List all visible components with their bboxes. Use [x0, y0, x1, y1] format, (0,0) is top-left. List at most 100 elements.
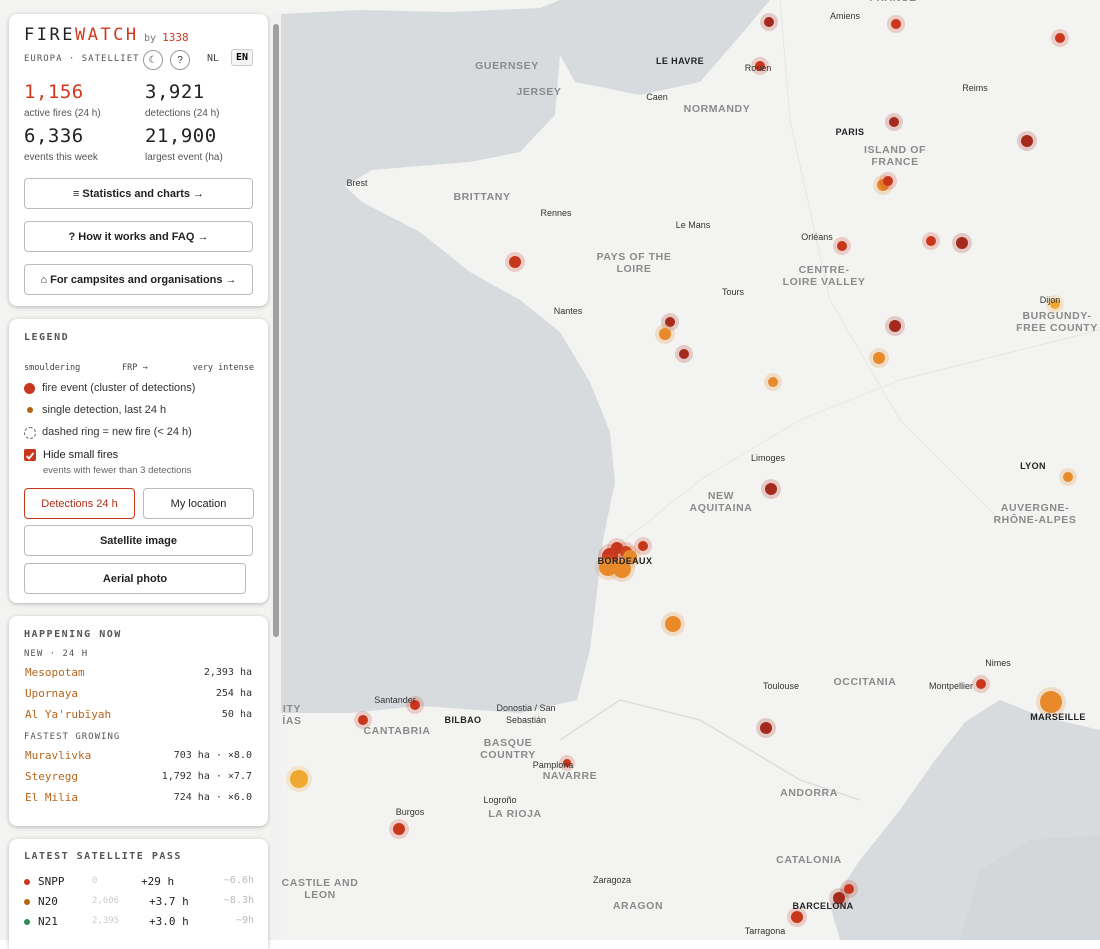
event-name[interactable]: Mesopotam [25, 666, 85, 679]
region-label: GUERNSEY [475, 60, 539, 72]
fire-marker[interactable] [889, 117, 899, 127]
region-label: BURGUNDY- FREE COUNTY [1016, 310, 1098, 334]
sat-next: ~8.3h [223, 895, 254, 906]
lang-button[interactable]: NL [207, 53, 220, 64]
mode-button[interactable]: My location [143, 488, 254, 519]
fire-marker[interactable] [623, 550, 637, 564]
happening-title: HAPPENING NOW [24, 629, 122, 640]
fire-marker[interactable] [891, 19, 901, 29]
fire-marker[interactable] [665, 616, 681, 632]
fire-marker[interactable] [764, 17, 774, 27]
fire-marker[interactable] [358, 715, 368, 725]
legend-symbol [24, 427, 36, 439]
fire-marker[interactable] [844, 884, 854, 894]
sat-name: N21 [38, 915, 58, 928]
event-value: 254 ha [215, 688, 252, 699]
sat-dot [24, 919, 30, 925]
layer-button[interactable]: Satellite image [24, 525, 253, 556]
brand-part: WATCH [74, 25, 139, 45]
fire-marker[interactable] [509, 256, 521, 268]
fire-marker[interactable] [926, 236, 936, 246]
sat-dot [24, 899, 30, 905]
fire-marker[interactable] [833, 892, 845, 904]
event-name[interactable]: Upornaya [25, 687, 78, 700]
roads [599, 0, 1100, 561]
fire-marker[interactable] [1055, 33, 1065, 43]
fire-marker[interactable] [290, 770, 308, 788]
layer-button[interactable]: Aerial photo [24, 563, 246, 594]
link-button[interactable]: ≡ Statistics and charts → [24, 178, 253, 209]
checkbox[interactable] [24, 449, 36, 461]
fire-marker[interactable] [1050, 299, 1060, 309]
fire-marker[interactable] [1040, 691, 1062, 713]
fire-marker[interactable] [393, 823, 405, 835]
fire-marker[interactable] [679, 349, 689, 359]
fire-marker[interactable] [563, 759, 571, 767]
fire-marker[interactable] [837, 241, 847, 251]
fire-marker[interactable] [976, 679, 986, 689]
border-line [559, 699, 861, 801]
legend-item: fire event (cluster of detections) [42, 382, 196, 394]
legend-item: single detection, last 24 h [42, 404, 167, 416]
region-label: OCCITANIA [833, 676, 897, 688]
sat-ago: +29 h [141, 875, 175, 888]
sat-count: 2,395 [92, 916, 120, 926]
link-button[interactable]: ? How it works and FAQ → [24, 221, 253, 252]
event-name[interactable]: El Milia [25, 791, 78, 804]
city-label: Tours [721, 287, 745, 297]
lang-button[interactable]: EN [231, 49, 254, 66]
fire-marker[interactable] [1063, 472, 1073, 482]
fire-marker[interactable] [883, 176, 893, 186]
brand: FIREWATCH [24, 25, 139, 45]
city-label: Amiens [829, 11, 861, 21]
sea-depth [960, 835, 1100, 940]
checkbox-label[interactable]: Hide small fires [43, 449, 119, 461]
city-label: BILBAO [444, 715, 482, 725]
event-name[interactable]: Muravlivka [25, 749, 92, 762]
region-label: ITY ÍAS [282, 703, 302, 727]
fire-marker[interactable] [755, 61, 765, 71]
fire-marker[interactable] [613, 560, 631, 578]
region-label: BASQUE COUNTRY [480, 737, 536, 761]
region-label: AUVERGNE- RHÔNE-ALPES [993, 502, 1077, 526]
city-label: Limoges [750, 453, 786, 463]
stat-label: detections (24 h) [145, 108, 220, 119]
by: by [144, 33, 157, 44]
city-label: Donostia / San Sebastián [496, 703, 556, 725]
sat-name: SNPP [38, 875, 65, 888]
fire-marker[interactable] [599, 558, 617, 576]
fire-marker[interactable] [1021, 135, 1033, 147]
legend-panel: LEGEND smouldering FRP → very intense fi… [9, 319, 268, 603]
fire-marker[interactable] [665, 317, 675, 327]
region-label: JERSEY [516, 86, 562, 98]
help-button[interactable]: ? [170, 50, 190, 70]
fire-marker[interactable] [638, 541, 648, 551]
fire-marker[interactable] [956, 237, 968, 249]
region-label: ARAGON [612, 900, 664, 912]
link-button[interactable]: ⌂ For campsites and organisations → [24, 264, 253, 295]
fire-marker[interactable] [760, 722, 772, 734]
mode-button[interactable]: Detections 24 h [24, 488, 135, 519]
city-label: Logroño [483, 795, 517, 805]
region-label: FRANCE [869, 0, 916, 4]
fire-marker[interactable] [873, 352, 885, 364]
city-label: PARIS [835, 127, 865, 137]
fire-marker[interactable] [611, 542, 623, 554]
fire-marker[interactable] [889, 320, 901, 332]
fire-marker[interactable] [659, 328, 671, 340]
theme-button[interactable]: ☾ [143, 50, 163, 70]
event-name[interactable]: Al Ya'rubīyah [25, 708, 112, 721]
sat-next: ~9h [235, 915, 254, 926]
scrollbar-thumb[interactable] [273, 24, 279, 637]
fire-marker[interactable] [410, 700, 420, 710]
sat-dot [24, 879, 30, 885]
city-label: Santander [374, 695, 416, 705]
scale-low: smouldering [24, 363, 81, 373]
fire-marker[interactable] [765, 483, 777, 495]
city-label: Toulouse [762, 681, 800, 691]
fire-marker[interactable] [791, 911, 803, 923]
city-label: Nimes [985, 658, 1011, 668]
event-name[interactable]: Steyregg [25, 770, 78, 783]
legend-symbol [27, 407, 33, 413]
fire-marker[interactable] [768, 377, 778, 387]
